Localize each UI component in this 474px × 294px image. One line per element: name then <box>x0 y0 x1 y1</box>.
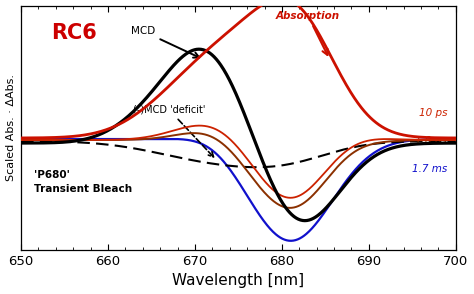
Text: MCD: MCD <box>131 26 199 58</box>
Text: 1.7 ms: 1.7 ms <box>412 164 447 174</box>
Text: RC6: RC6 <box>52 23 97 43</box>
Text: 'P680'
Transient Bleach: 'P680' Transient Bleach <box>34 170 132 193</box>
Text: Absorption: Absorption <box>276 11 340 55</box>
Text: 10 ps: 10 ps <box>419 108 447 118</box>
Y-axis label: Scaled Abs. · ΔAbs.: Scaled Abs. · ΔAbs. <box>6 74 16 181</box>
Text: 1.0 ns: 1.0 ns <box>415 136 447 146</box>
X-axis label: Wavelength [nm]: Wavelength [nm] <box>173 273 304 288</box>
Text: (-)MCD 'deficit': (-)MCD 'deficit' <box>133 105 214 157</box>
